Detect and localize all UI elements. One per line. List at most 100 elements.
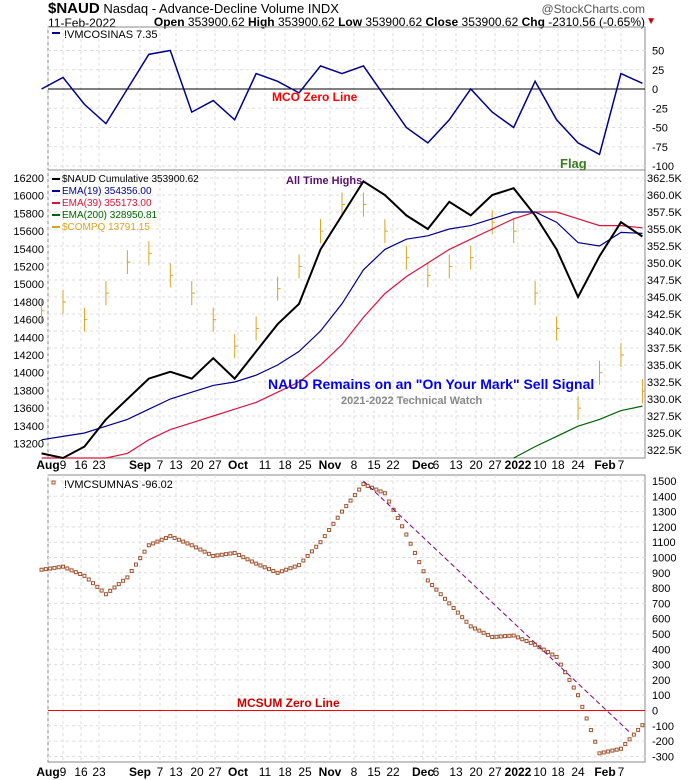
mcsum-point [357,487,362,492]
mcsum-point [520,637,525,642]
right-tick: 327.5K [647,411,683,423]
mcsum-point [155,539,160,544]
date-tick: 10 [533,458,547,472]
mcsum-point [56,565,61,570]
date-tick: 20 [190,458,204,472]
date-tick: 9 [60,765,67,779]
ath-annotation: All Time Highs [286,175,362,187]
watch-annotation: 2021-2022 Technical Watch [341,395,483,407]
mcsum-point [545,650,550,655]
mcsum-point [387,499,392,504]
mcsum-point [275,570,280,575]
mcsum-point [417,560,422,565]
mcsum-point [232,550,237,555]
mcsum-zero-annotation: MCSUM Zero Line [237,696,340,710]
mcsum-point [554,654,559,659]
date-tick: 8 [351,458,358,472]
mcsum-point [537,645,542,650]
mcsum-point [606,749,611,754]
right-tick: 340.0K [647,326,683,338]
mcsum-point [391,507,396,512]
mcsum-point [322,534,327,539]
mco-tick: -25 [652,103,668,115]
left-tick: 15000 [13,279,44,291]
mcsum-point [39,567,44,572]
mcsum-tick: -300 [652,751,674,763]
date-tick: 23 [92,458,106,472]
mcsum-tick: 100 [652,690,670,702]
right-tick: 355.0K [647,224,683,236]
open-value: 353900.62 [187,15,245,29]
mcsum-point [378,489,383,494]
mcsum-point [400,524,405,529]
date-tick: 13 [169,458,183,472]
date-tick: 16 [74,458,88,472]
date-tick: 13 [449,765,463,779]
date-tick: Nov [319,765,342,779]
mcsum-point [206,551,211,556]
mcsum-point [224,552,229,557]
date-tick: 15 [367,458,381,472]
date-tick: 7 [157,765,164,779]
mcsum-point [473,626,478,631]
series-line-1 [41,211,643,441]
mcsum-point [43,567,48,572]
mcsum-point [434,587,439,592]
date-tick: 11 [259,458,272,472]
mcsum-point [108,588,113,593]
right-tick: 360.0K [647,190,683,202]
date-tick: Sep [129,765,151,779]
close-value: 353900.62 [461,15,519,29]
mcsum-point [344,504,349,509]
date-tick: 20 [469,765,483,779]
mcsum-point [194,545,199,550]
mcsum-point [327,527,332,532]
date-tick: 13 [169,765,183,779]
mcsum-point [267,567,272,572]
legend-swatch [52,214,60,216]
mcsum-point [219,552,224,557]
date-tick: 24 [571,765,585,779]
mco-line [41,49,643,156]
mcsum-point [52,565,57,570]
mcsum-point [164,535,169,540]
mcsum-point [460,615,465,620]
mcsum-point [571,685,576,690]
mcsum-point [485,632,490,637]
left-tick: 13600 [13,403,44,415]
date-tick: Aug [36,458,59,472]
mcsum-point [438,592,443,597]
mcsum-point [374,487,379,492]
mcsum-point [490,635,495,640]
date-tick: 24 [571,458,585,472]
panel-frame-2 [47,474,646,763]
mco-legend: !VMCOSINAS 7.35 [64,29,158,41]
mcsum-point [61,564,65,569]
mcsum-point [597,751,602,756]
date-tick: 27 [208,765,222,779]
mcsum-point [142,549,147,554]
mcsum-point [563,670,568,675]
mcsum-point [198,547,203,552]
left-tick: 13200 [13,439,44,451]
mcsum-point [258,563,263,568]
mcsum-point [541,647,546,652]
mco-tick: 25 [652,65,664,77]
mcsum-point [65,566,70,571]
flag-annotation: Flag [560,156,587,171]
mcsum-tick: -200 [652,736,674,748]
legend-entry: $NAUD Cumulative 353900.62 [62,174,199,185]
date-tick: 18 [551,458,565,472]
chg-label: Chg [521,15,545,29]
mco-legend-swatch [52,32,60,34]
mcsum-tick: 1200 [652,522,676,534]
date-tick: 9 [60,458,67,472]
mcsum-point [528,640,533,645]
mcsum-point [640,723,645,728]
high-label: High [247,15,275,29]
mcsum-point [284,567,289,572]
mcsum-point [86,577,91,582]
mcsum-point [189,543,194,548]
date-tick: Sep [129,458,151,472]
